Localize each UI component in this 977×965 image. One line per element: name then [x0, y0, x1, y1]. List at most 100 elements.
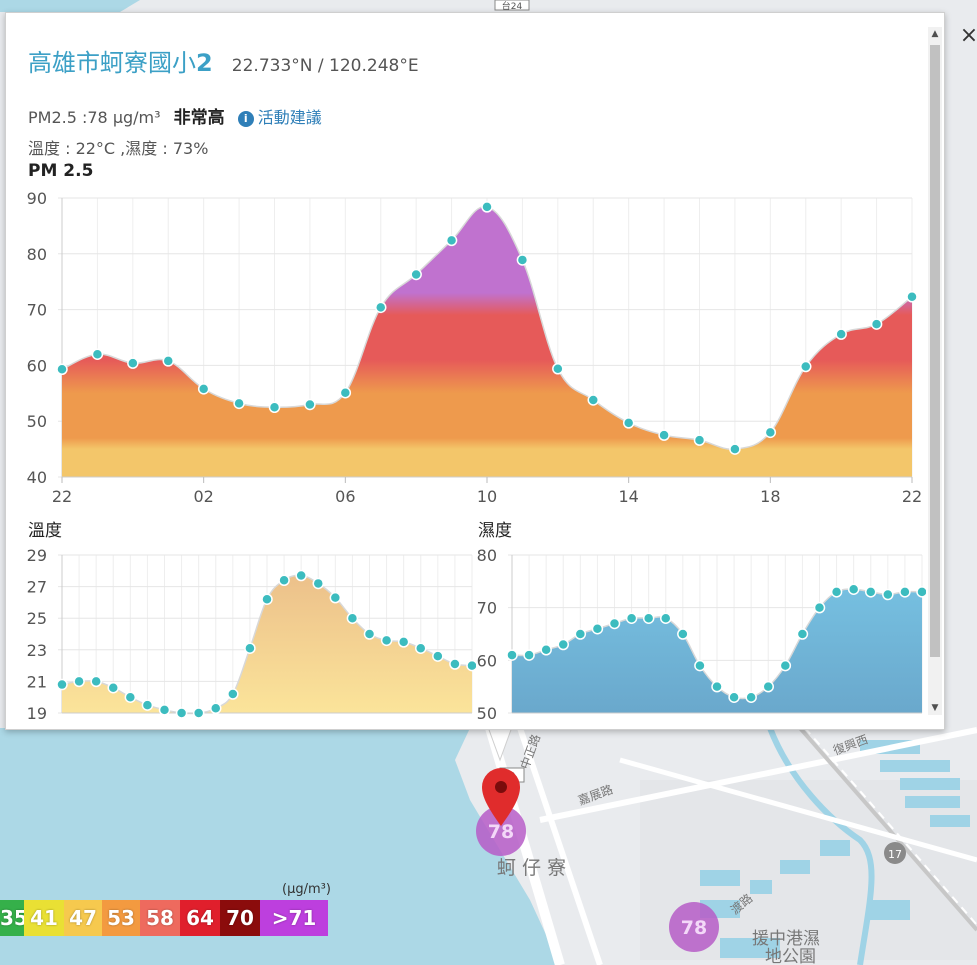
data-point[interactable] — [295, 569, 307, 582]
pm25-chart: 40 50 60 70 80 90 22 02 06 10 14 18 22 — [27, 189, 923, 506]
close-icon[interactable]: × — [959, 23, 977, 48]
data-point[interactable] — [304, 398, 316, 411]
temperature-chart-title: 溫度 — [28, 521, 62, 541]
scroll-up-arrow[interactable]: ▲ — [931, 29, 939, 39]
place-label-park-2: 地公園 — [765, 947, 816, 965]
data-point[interactable] — [339, 386, 352, 399]
data-point[interactable] — [587, 394, 599, 406]
data-point[interactable] — [870, 318, 883, 330]
data-point[interactable] — [192, 707, 205, 719]
data-point[interactable] — [197, 383, 210, 395]
data-point[interactable] — [779, 659, 792, 672]
data-point[interactable] — [445, 234, 458, 247]
data-point[interactable] — [432, 650, 444, 662]
y-tick-label: 90 — [27, 189, 47, 208]
data-point[interactable] — [107, 681, 119, 694]
data-point[interactable] — [625, 612, 638, 624]
activity-advice-link[interactable]: i 活動建議 — [237, 108, 322, 127]
data-point[interactable] — [813, 601, 826, 614]
data-point[interactable] — [906, 291, 918, 303]
data-point[interactable] — [127, 357, 139, 369]
data-point[interactable] — [380, 634, 393, 647]
data-point[interactable] — [329, 591, 342, 604]
data-point[interactable] — [312, 577, 324, 590]
data-point[interactable] — [56, 678, 68, 691]
data-point[interactable] — [516, 254, 529, 266]
data-point[interactable] — [540, 644, 552, 656]
data-point[interactable] — [124, 691, 137, 703]
data-point[interactable] — [642, 612, 655, 624]
data-point[interactable] — [363, 628, 376, 640]
data-point[interactable] — [523, 649, 535, 661]
data-point[interactable] — [397, 636, 410, 648]
data-point[interactable] — [90, 675, 102, 688]
y-tick-label: 27 — [27, 578, 47, 597]
data-point[interactable] — [882, 588, 894, 601]
data-point[interactable] — [210, 702, 222, 715]
station-marker-2[interactable]: 78 — [669, 902, 719, 952]
data-point[interactable] — [916, 586, 926, 598]
scrollbar-thumb[interactable] — [930, 45, 940, 657]
data-point[interactable] — [574, 628, 587, 640]
data-point[interactable] — [677, 628, 689, 640]
station-name[interactable]: 高雄市蚵寮國小2 — [28, 49, 213, 77]
data-point[interactable] — [233, 397, 245, 410]
data-point[interactable] — [745, 691, 757, 703]
data-point[interactable] — [410, 268, 422, 281]
station-popup: 高雄市蚵寮國小2 22.733°N / 120.248°E PM2.5 :78 … — [5, 12, 945, 730]
data-point[interactable] — [693, 434, 706, 446]
data-point[interactable] — [375, 301, 387, 314]
data-point[interactable] — [227, 688, 239, 700]
map-pin-icon[interactable] — [482, 768, 520, 826]
data-point[interactable] — [608, 617, 621, 630]
data-point[interactable] — [261, 593, 273, 605]
humidity-chart: 50 60 70 80 — [477, 546, 926, 723]
data-point[interactable] — [764, 426, 777, 439]
data-point[interactable] — [591, 622, 604, 635]
y-tick-label: 40 — [27, 468, 47, 487]
y-tick-label: 29 — [27, 546, 47, 565]
data-point[interactable] — [728, 691, 740, 703]
data-point[interactable] — [694, 659, 706, 672]
data-point[interactable] — [158, 704, 171, 716]
data-point[interactable] — [622, 417, 635, 429]
legend-swatch: 53 — [102, 900, 140, 936]
legend-swatch: 70 — [220, 900, 260, 936]
data-point[interactable] — [796, 628, 809, 640]
data-point[interactable] — [73, 675, 85, 688]
data-point[interactable] — [552, 362, 564, 375]
data-point[interactable] — [56, 363, 68, 376]
data-point[interactable] — [847, 583, 860, 595]
data-point[interactable] — [466, 659, 476, 672]
data-point[interactable] — [899, 586, 911, 598]
data-point[interactable] — [711, 680, 723, 693]
pm-level: 非常高 — [173, 108, 225, 128]
data-point[interactable] — [415, 642, 427, 654]
data-point[interactable] — [660, 612, 672, 624]
data-point[interactable] — [762, 680, 774, 693]
scroll-down-arrow[interactable]: ▼ — [931, 703, 939, 713]
data-point[interactable] — [481, 201, 493, 213]
data-point[interactable] — [557, 638, 569, 651]
data-point[interactable] — [278, 574, 290, 587]
data-point[interactable] — [506, 649, 518, 661]
data-point[interactable] — [658, 429, 670, 441]
data-point[interactable] — [268, 401, 281, 413]
data-point[interactable] — [244, 642, 256, 654]
data-point[interactable] — [346, 612, 359, 624]
data-point[interactable] — [449, 658, 461, 670]
road-24-label: 台24 — [502, 0, 523, 12]
data-point[interactable] — [91, 348, 104, 360]
station-marker-1[interactable]: 78 — [476, 806, 526, 856]
legend-swatch: 35 — [0, 900, 28, 936]
data-point[interactable] — [830, 586, 843, 598]
data-point[interactable] — [175, 707, 188, 719]
data-point[interactable] — [800, 360, 812, 373]
data-point[interactable] — [141, 699, 154, 711]
station-name-prefix: 高雄市蚵寮國小 — [28, 49, 196, 77]
data-point[interactable] — [162, 355, 174, 367]
data-point[interactable] — [729, 443, 741, 455]
data-point[interactable] — [865, 586, 877, 598]
x-tick-label: 22 — [52, 487, 72, 506]
data-point[interactable] — [835, 328, 847, 340]
